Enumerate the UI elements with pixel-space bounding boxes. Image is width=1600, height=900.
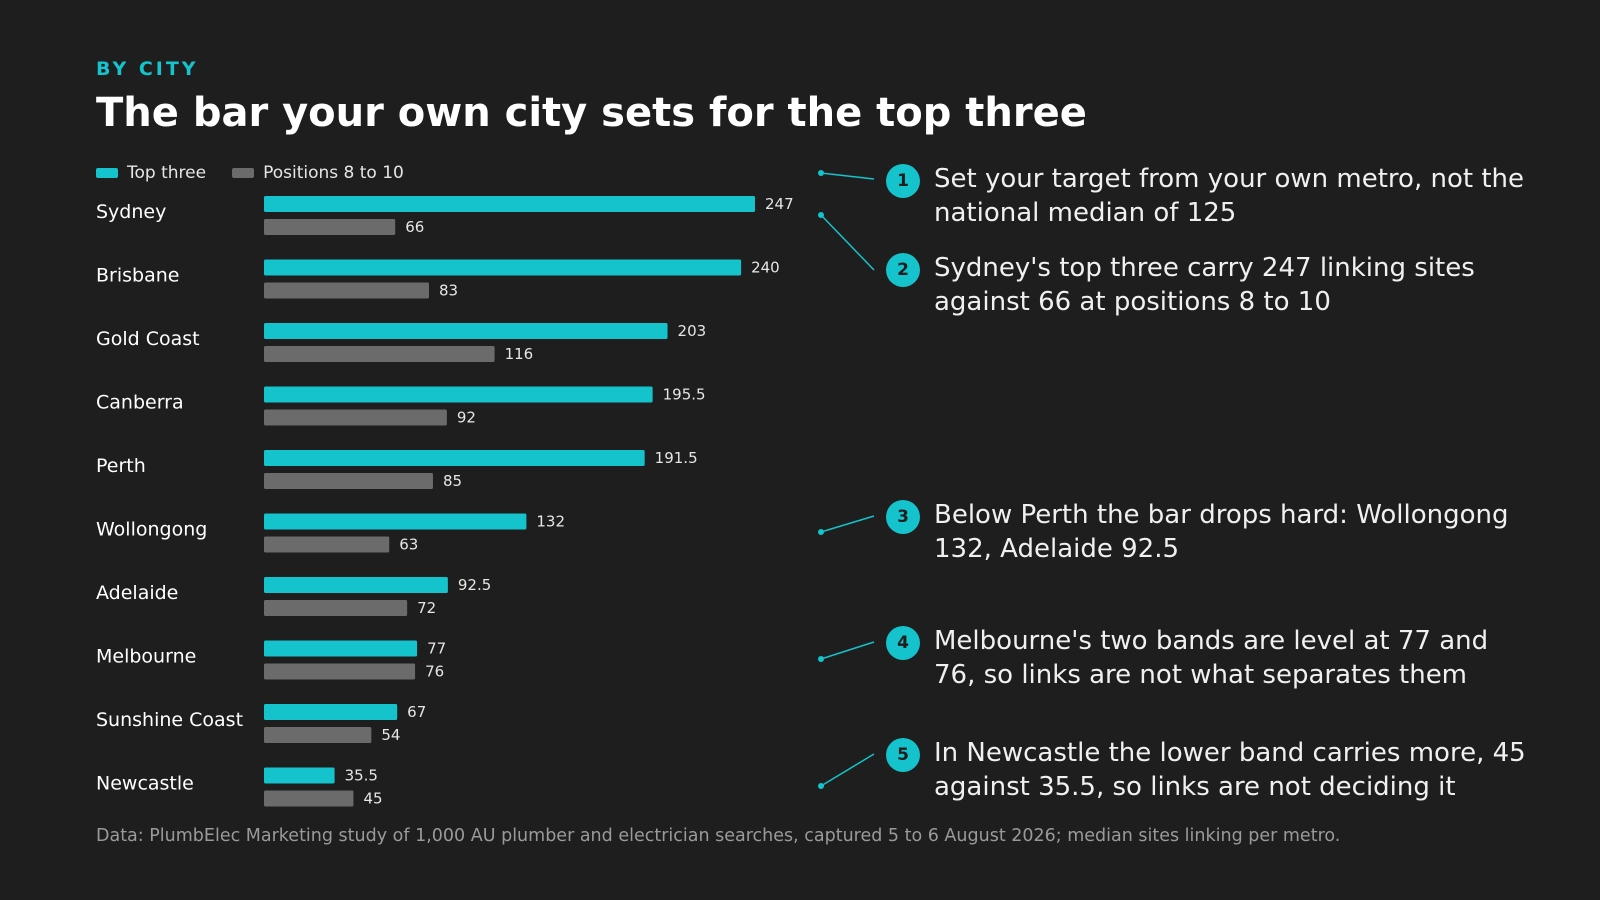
- callout-4: 4 Melbourne's two bands are level at 77 …: [886, 624, 1526, 692]
- data-label-top-three-wollongong: 132: [536, 513, 565, 531]
- connector-line-1: [820, 172, 875, 180]
- legend-label-positions-8-10: Positions 8 to 10: [263, 163, 404, 183]
- callout-5: 5 In Newcastle the lower band carries mo…: [886, 736, 1526, 804]
- bar-top-three-wollongong: [264, 513, 527, 530]
- data-label-positions-8-10-sunshine-coast: 54: [381, 726, 400, 744]
- data-label-top-three-sydney: 247: [765, 195, 794, 213]
- bar-positions-8-10-sunshine-coast: [264, 727, 372, 743]
- data-label-top-three-canberra: 195.5: [663, 386, 706, 404]
- data-label-positions-8-10-wollongong: 63: [399, 536, 418, 554]
- connector-dot-3: [818, 529, 824, 535]
- bar-positions-8-10-newcastle: [264, 790, 354, 807]
- connector-dot-1: [818, 170, 824, 176]
- legend-label-top-three: Top three: [127, 163, 207, 183]
- bar-positions-8-10-adelaide: [264, 600, 408, 616]
- data-label-top-three-melbourne: 77: [427, 640, 446, 658]
- callout-text-5: In Newcastle the lower band carries more…: [934, 738, 1526, 802]
- callout-3: 3 Below Perth the bar drops hard: Wollon…: [886, 498, 1526, 566]
- connector-line-3: [820, 515, 875, 533]
- connector-dot-4: [818, 656, 824, 662]
- legend-item-positions-8-10: Positions 8 to 10: [232, 163, 404, 183]
- category-label-sunshine-coast: Sunshine Coast: [96, 709, 243, 731]
- category-label-brisbane: Brisbane: [96, 265, 179, 287]
- bar-top-three-brisbane: [264, 259, 742, 276]
- data-label-positions-8-10-brisbane: 83: [439, 282, 458, 300]
- category-label-canberra: Canberra: [96, 392, 184, 414]
- bar-top-three-adelaide: [264, 577, 448, 593]
- source-note: Data: PlumbElec Marketing study of 1,000…: [96, 826, 1341, 846]
- bar-top-three-canberra: [264, 386, 653, 403]
- bar-positions-8-10-gold-coast: [264, 346, 495, 362]
- bar-top-three-sydney: [264, 196, 755, 212]
- eyebrow-label: BY CITY: [96, 58, 199, 80]
- callout-badge-3: 3: [886, 500, 920, 534]
- legend-swatch-positions-8-10: [232, 168, 255, 178]
- bar-positions-8-10-wollongong: [264, 536, 390, 553]
- data-label-positions-8-10-gold-coast: 116: [505, 345, 534, 363]
- bar-positions-8-10-perth: [264, 473, 433, 489]
- category-label-gold-coast: Gold Coast: [96, 328, 200, 350]
- data-label-top-three-brisbane: 240: [751, 259, 780, 277]
- bar-positions-8-10-sydney: [264, 219, 396, 235]
- chart-title: The bar your own city sets for the top t…: [96, 90, 1087, 136]
- callout-badge-5: 5: [886, 738, 920, 772]
- legend: Top three Positions 8 to 10: [96, 163, 430, 183]
- legend-item-top-three: Top three: [96, 163, 206, 183]
- data-label-positions-8-10-melbourne: 76: [425, 663, 444, 681]
- legend-swatch-top-three: [96, 168, 118, 178]
- connector-line-4: [820, 641, 875, 660]
- connector-dot-2: [818, 212, 824, 218]
- bar-top-three-sunshine-coast: [264, 704, 398, 720]
- bar-top-three-gold-coast: [264, 323, 668, 339]
- data-label-positions-8-10-adelaide: 72: [417, 599, 436, 617]
- data-label-top-three-perth: 191.5: [655, 449, 698, 467]
- connector-line-2: [820, 214, 875, 271]
- data-label-top-three-sunshine-coast: 67: [407, 703, 426, 721]
- bar-top-three-perth: [264, 450, 645, 466]
- connector-dot-5: [818, 783, 824, 789]
- callout-2: 2 Sydney's top three carry 247 linking s…: [886, 251, 1526, 319]
- category-label-adelaide: Adelaide: [96, 582, 178, 604]
- bar-positions-8-10-melbourne: [264, 663, 416, 680]
- data-label-positions-8-10-perth: 85: [443, 472, 462, 490]
- callout-badge-1: 1: [886, 164, 920, 198]
- data-label-top-three-newcastle: 35.5: [345, 767, 378, 785]
- callout-badge-2: 2: [886, 253, 920, 287]
- callout-text-1: Set your target from your own metro, not…: [934, 164, 1525, 228]
- bar-positions-8-10-brisbane: [264, 282, 429, 299]
- callout-1: 1 Set your target from your own metro, n…: [886, 162, 1526, 230]
- connector-line-5: [820, 753, 875, 787]
- category-label-sydney: Sydney: [96, 201, 166, 223]
- bar-top-three-newcastle: [264, 767, 335, 784]
- callout-text-2: Sydney's top three carry 247 linking sit…: [934, 253, 1475, 317]
- category-label-perth: Perth: [96, 455, 146, 477]
- data-label-positions-8-10-sydney: 66: [405, 218, 424, 236]
- bar-top-three-melbourne: [264, 640, 418, 657]
- bar-positions-8-10-canberra: [264, 409, 447, 426]
- callout-text-3: Below Perth the bar drops hard: Wollongo…: [934, 500, 1509, 564]
- callout-text-4: Melbourne's two bands are level at 77 an…: [934, 626, 1489, 690]
- data-label-top-three-gold-coast: 203: [678, 322, 707, 340]
- data-label-positions-8-10-canberra: 92: [457, 409, 476, 427]
- category-label-melbourne: Melbourne: [96, 646, 196, 668]
- category-label-newcastle: Newcastle: [96, 773, 194, 795]
- data-label-positions-8-10-newcastle: 45: [363, 790, 382, 808]
- category-label-wollongong: Wollongong: [96, 519, 207, 541]
- data-label-top-three-adelaide: 92.5: [458, 576, 491, 594]
- callout-badge-4: 4: [886, 626, 920, 660]
